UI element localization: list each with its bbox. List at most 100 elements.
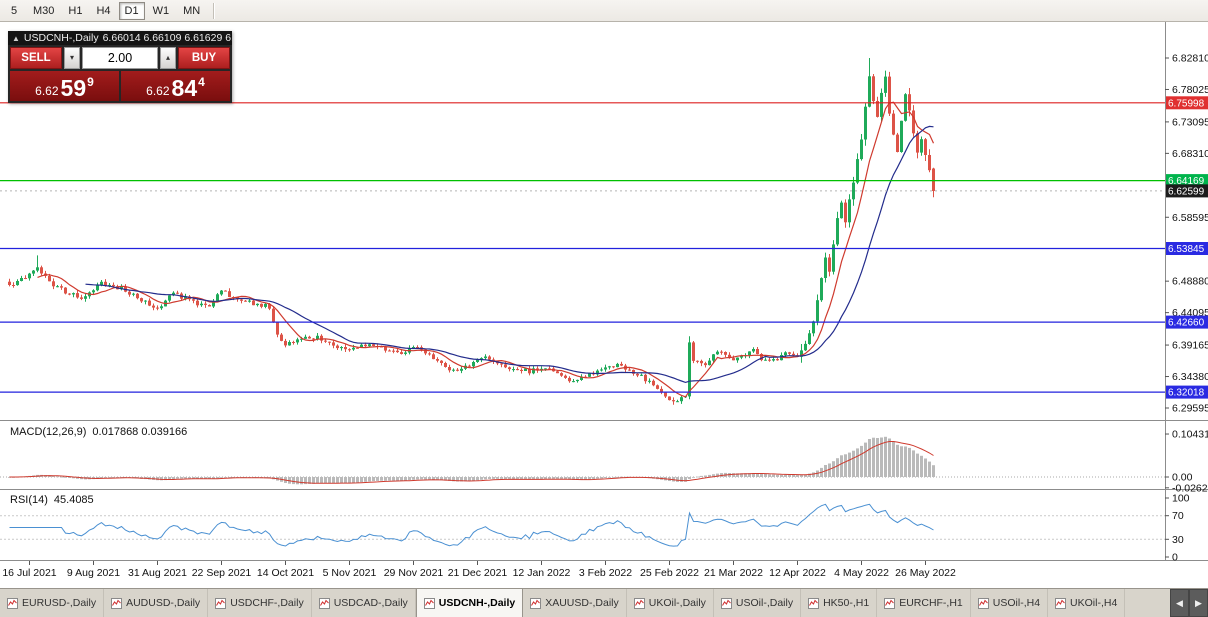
svg-text:21 Mar 2022: 21 Mar 2022 bbox=[704, 567, 763, 579]
buy-price-panel[interactable]: 6.62 84 4 bbox=[121, 71, 230, 101]
sell-button[interactable]: SELL bbox=[10, 47, 62, 69]
svg-text:16 Jul 2021: 16 Jul 2021 bbox=[2, 567, 56, 579]
svg-text:6.58595: 6.58595 bbox=[1172, 212, 1208, 224]
tf-button-h4[interactable]: H4 bbox=[90, 2, 116, 20]
chart-icon bbox=[884, 597, 896, 609]
chevron-up-icon: ▴ bbox=[165, 53, 170, 62]
chart-icon bbox=[530, 597, 542, 609]
tab-ukoil-daily[interactable]: UKOil-,Daily bbox=[627, 589, 714, 617]
tab-label: XAUUSD-,Daily bbox=[545, 597, 619, 609]
tab-usdchf-daily[interactable]: USDCHF-,Daily bbox=[208, 589, 312, 617]
tab-ukoil-h4[interactable]: UKOil-,H4 bbox=[1048, 589, 1126, 617]
sell-price-panel[interactable]: 6.62 59 9 bbox=[10, 71, 119, 101]
tab-label: USDCHF-,Daily bbox=[230, 597, 304, 609]
buy-price-prefix: 6.62 bbox=[146, 83, 170, 98]
tab-eurusd-daily[interactable]: EURUSD-,Daily bbox=[0, 589, 105, 617]
moving-averages bbox=[37, 101, 935, 398]
chart-icon bbox=[808, 597, 820, 609]
svg-text:6.34380: 6.34380 bbox=[1172, 371, 1208, 383]
tab-label: USDCAD-,Daily bbox=[333, 597, 408, 609]
svg-text:6.42660: 6.42660 bbox=[1168, 318, 1205, 329]
tab-usoil-daily[interactable]: USOil-,Daily bbox=[714, 589, 802, 617]
buy-price-point: 4 bbox=[198, 75, 205, 89]
tab-usdcad-daily[interactable]: USDCAD-,Daily bbox=[312, 589, 416, 617]
chart-icon bbox=[720, 597, 732, 609]
chart-tabbar: EURUSD-,Daily AUDUSD-,Daily USDCHF-,Dail… bbox=[0, 588, 1208, 617]
tab-usoil-h4[interactable]: USOil-,H4 bbox=[971, 589, 1049, 617]
price-axis[interactable]: 6.82810 6.78025 6.73095 6.68310 6.58595 6.488… bbox=[1165, 53, 1208, 564]
svg-text:0.104313: 0.104313 bbox=[1172, 429, 1208, 441]
chart-symbol-ohlc-bar: ▲ USDCNH-,Daily 6.66014 6.66109 6.61629 … bbox=[8, 31, 232, 45]
sell-price-prefix: 6.62 bbox=[35, 83, 59, 98]
tab-navigation: ◀ ▶ bbox=[1170, 589, 1208, 617]
tab-label: UKOil-,Daily bbox=[648, 597, 706, 609]
chart-icon bbox=[318, 597, 330, 609]
tab-xauusd-daily[interactable]: XAUUSD-,Daily bbox=[523, 589, 627, 617]
horizontal-level-lines[interactable] bbox=[0, 102, 1165, 393]
macd-panel bbox=[0, 436, 1165, 485]
buy-button[interactable]: BUY bbox=[178, 47, 230, 69]
svg-text:6.82810: 6.82810 bbox=[1172, 53, 1208, 65]
svg-text:4 May 2022: 4 May 2022 bbox=[834, 567, 889, 579]
tab-label: UKOil-,H4 bbox=[1070, 597, 1118, 609]
rsi-panel bbox=[0, 503, 1165, 547]
svg-text:3 Feb 2022: 3 Feb 2022 bbox=[579, 567, 632, 579]
svg-text:6.62599: 6.62599 bbox=[1168, 186, 1205, 197]
symbol-marker-icon: ▲ bbox=[12, 33, 20, 43]
chart-icon bbox=[7, 597, 18, 609]
tab-audusd-daily[interactable]: AUDUSD-,Daily bbox=[104, 589, 209, 617]
tf-button-d1[interactable]: D1 bbox=[118, 1, 145, 20]
macd-name: MACD(12,26,9) bbox=[10, 426, 87, 438]
ohlc-values: 6.66014 6.66109 6.61629 6.62599 bbox=[102, 32, 232, 44]
tf-button-mn[interactable]: MN bbox=[177, 2, 206, 20]
tab-label: USOil-,H4 bbox=[992, 597, 1041, 609]
tab-label: USOil-,Daily bbox=[735, 597, 794, 609]
svg-text:70: 70 bbox=[1172, 510, 1184, 522]
candles bbox=[8, 58, 935, 405]
svg-text:12 Jan 2022: 12 Jan 2022 bbox=[513, 567, 571, 579]
chart-icon bbox=[1055, 597, 1067, 609]
tf-button-m5[interactable]: 5 bbox=[3, 2, 25, 20]
svg-text:26 May 2022: 26 May 2022 bbox=[895, 567, 956, 579]
macd-values: 0.017868 0.039166 bbox=[92, 426, 188, 438]
chart-icon bbox=[423, 597, 435, 609]
svg-text:6.68310: 6.68310 bbox=[1172, 148, 1208, 160]
svg-text:-0.026249: -0.026249 bbox=[1172, 482, 1208, 494]
tf-button-m30[interactable]: M30 bbox=[27, 2, 60, 20]
svg-text:14 Oct 2021: 14 Oct 2021 bbox=[257, 567, 314, 579]
volume-increase-button[interactable]: ▴ bbox=[160, 47, 176, 69]
panel-separators[interactable] bbox=[0, 22, 1208, 561]
volume-decrease-button[interactable]: ▾ bbox=[64, 47, 80, 69]
tab-usdcnh-daily[interactable]: USDCNH-,Daily bbox=[415, 589, 524, 617]
tab-hk50-h1[interactable]: HK50-,H1 bbox=[801, 589, 878, 617]
svg-text:6.29595: 6.29595 bbox=[1172, 403, 1208, 415]
svg-text:100: 100 bbox=[1172, 493, 1190, 505]
svg-text:9 Aug 2021: 9 Aug 2021 bbox=[67, 567, 120, 579]
tf-button-h1[interactable]: H1 bbox=[62, 2, 88, 20]
rsi-indicator-label: RSI(14) 45.4085 bbox=[10, 494, 94, 506]
tab-eurchf-h1[interactable]: EURCHF-,H1 bbox=[877, 589, 971, 617]
tf-button-w1[interactable]: W1 bbox=[147, 2, 176, 20]
svg-text:30: 30 bbox=[1172, 534, 1184, 546]
svg-text:6.64169: 6.64169 bbox=[1168, 176, 1205, 187]
symbol-label: USDCNH-,Daily bbox=[23, 32, 99, 44]
rsi-value: 45.4085 bbox=[53, 494, 94, 506]
tab-label: AUDUSD-,Daily bbox=[126, 597, 201, 609]
svg-text:6.75998: 6.75998 bbox=[1168, 98, 1205, 109]
date-axis[interactable]: 16 Jul 2021 9 Aug 2021 31 Aug 2021 22 Sep 2… bbox=[2, 561, 956, 579]
svg-text:6.48880: 6.48880 bbox=[1172, 276, 1208, 288]
tabs-scroll-right-button[interactable]: ▶ bbox=[1189, 589, 1208, 617]
quote-prices-row: 6.62 59 9 6.62 84 4 bbox=[8, 71, 232, 103]
svg-text:6.39165: 6.39165 bbox=[1172, 340, 1208, 352]
tab-label: EURCHF-,H1 bbox=[899, 597, 963, 609]
sell-price-point: 9 bbox=[87, 75, 94, 89]
one-click-trading-panel: ▲ USDCNH-,Daily 6.66014 6.66109 6.61629 … bbox=[8, 31, 232, 103]
svg-text:6.53845: 6.53845 bbox=[1168, 244, 1205, 255]
buy-price-pips: 84 bbox=[171, 75, 198, 102]
volume-input[interactable]: 2.00 bbox=[82, 47, 158, 69]
chart-canvas[interactable]: 6.82810 6.78025 6.73095 6.68310 6.58595 6.488… bbox=[0, 22, 1208, 588]
macd-indicator-label: MACD(12,26,9) 0.017868 0.039166 bbox=[10, 426, 187, 438]
tabs-scroll-left-button[interactable]: ◀ bbox=[1170, 589, 1189, 617]
svg-text:5 Nov 2021: 5 Nov 2021 bbox=[323, 567, 377, 579]
